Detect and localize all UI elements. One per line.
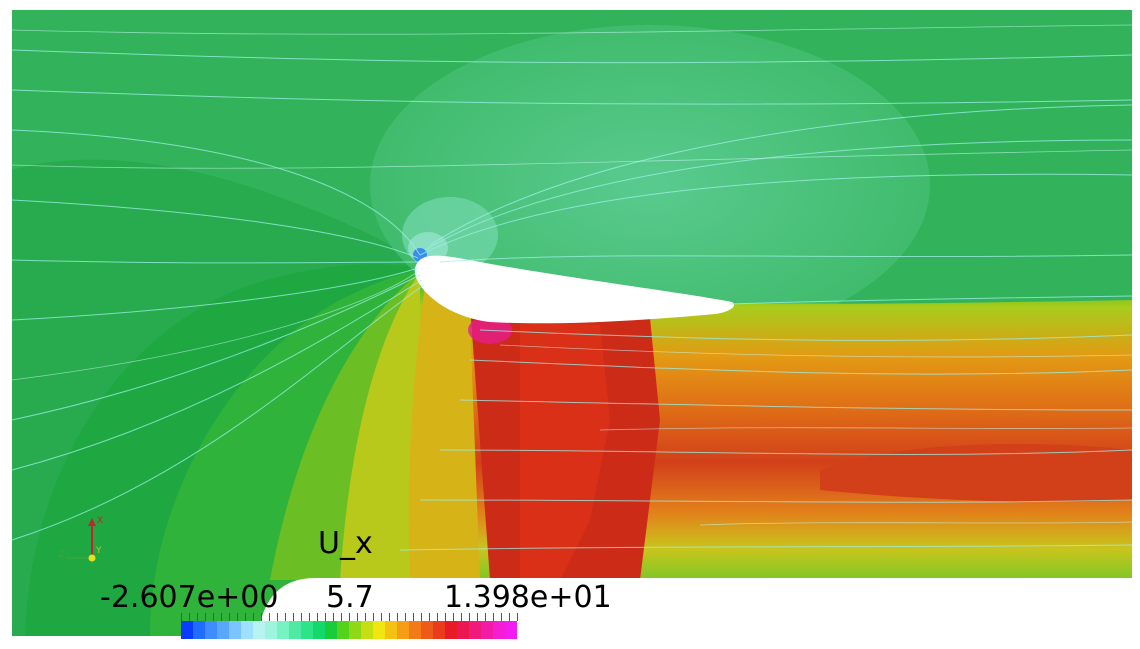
scalar-bar-ticks <box>181 613 518 621</box>
colorbar-tick <box>501 613 502 621</box>
colorbar-tick <box>397 613 398 621</box>
scalar-bar-title: U_x <box>318 526 373 561</box>
scalar-bar-max-label: 1.398e+01 <box>444 580 612 615</box>
colorbar-tick <box>213 613 214 621</box>
colorbar-tick <box>373 613 374 621</box>
colorbar-tick <box>517 613 518 621</box>
colorbar-segment <box>253 621 265 639</box>
colorbar-segment <box>469 621 481 639</box>
colorbar-segment <box>373 621 385 639</box>
colorbar-tick <box>485 613 486 621</box>
colorbar-tick <box>293 613 294 621</box>
colorbar-tick <box>277 613 278 621</box>
colorbar-tick <box>429 613 430 621</box>
colorbar-tick <box>301 613 302 621</box>
colorbar-segment <box>325 621 337 639</box>
colorbar-segment <box>337 621 349 639</box>
colorbar-tick <box>309 613 310 621</box>
colorbar-segment <box>229 621 241 639</box>
colorbar-segment <box>265 621 277 639</box>
colorbar-tick <box>445 613 446 621</box>
colorbar-tick <box>189 613 190 621</box>
colorbar-tick <box>245 613 246 621</box>
colorbar-tick <box>365 613 366 621</box>
scalar-bar-min-label: -2.607e+00 <box>100 580 279 615</box>
axis-z-label: Z <box>58 550 65 560</box>
colorbar-tick <box>469 613 470 621</box>
colorbar-tick <box>421 613 422 621</box>
scalar-bar-mid-label: 5.7 <box>326 580 374 615</box>
colorbar-tick <box>333 613 334 621</box>
axis-y-label: Y <box>96 546 102 556</box>
colorbar-segment <box>493 621 505 639</box>
colorbar-segment <box>361 621 373 639</box>
colorbar-segment <box>409 621 421 639</box>
colorbar-tick <box>357 613 358 621</box>
colorbar-tick <box>381 613 382 621</box>
colorbar-tick <box>453 613 454 621</box>
colorbar-segment <box>421 621 433 639</box>
colorbar-segment <box>193 621 205 639</box>
colorbar-segment <box>433 621 445 639</box>
colorbar-tick <box>405 613 406 621</box>
colorbar-tick <box>261 613 262 621</box>
colorbar-segment <box>445 621 457 639</box>
colorbar-tick <box>437 613 438 621</box>
colorbar-tick <box>237 613 238 621</box>
colorbar-tick <box>413 613 414 621</box>
colorbar-segment <box>241 621 253 639</box>
colorbar-tick <box>325 613 326 621</box>
colorbar-segment <box>397 621 409 639</box>
colorbar-tick <box>477 613 478 621</box>
colorbar-tick <box>285 613 286 621</box>
axis-x-label: X <box>97 516 104 526</box>
colorbar-segment <box>205 621 217 639</box>
colorbar-segment <box>289 621 301 639</box>
colorbar-segment <box>313 621 325 639</box>
colorbar-tick <box>341 613 342 621</box>
colorbar-tick <box>509 613 510 621</box>
colorbar-tick <box>349 613 350 621</box>
colorbar-tick <box>317 613 318 621</box>
colorbar-tick <box>197 613 198 621</box>
colorbar-segment <box>277 621 289 639</box>
colorbar-segment <box>301 621 313 639</box>
colorbar-tick <box>389 613 390 621</box>
colorbar-tick <box>493 613 494 621</box>
colorbar-tick <box>269 613 270 621</box>
streamlines <box>11 49 1133 551</box>
scalar-bar-colormap <box>181 621 517 639</box>
colorbar-tick <box>229 613 230 621</box>
colorbar-tick <box>221 613 222 621</box>
orientation-axes: X Y Z <box>50 512 110 572</box>
airfoil <box>414 255 735 324</box>
colorbar-segment <box>217 621 229 639</box>
colorbar-tick <box>461 613 462 621</box>
colorbar-tick <box>181 613 182 621</box>
colorbar-segment <box>181 621 193 639</box>
colorbar-segment <box>385 621 397 639</box>
suction-halo <box>370 25 930 345</box>
colorbar-segment <box>481 621 493 639</box>
colorbar-tick <box>205 613 206 621</box>
colorbar-segment <box>505 621 517 639</box>
colorbar-segment <box>457 621 469 639</box>
colorbar-tick <box>253 613 254 621</box>
colorbar-segment <box>349 621 361 639</box>
